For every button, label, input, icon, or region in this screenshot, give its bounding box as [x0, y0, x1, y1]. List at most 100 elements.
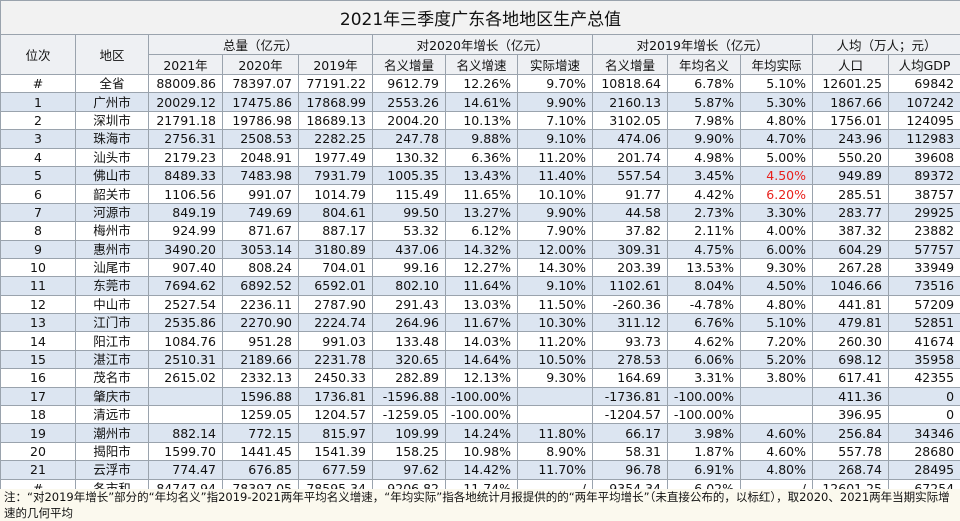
cell: 88009.86 — [148, 73, 223, 94]
rank-cell: 5 — [0, 165, 76, 186]
cell: 0 — [887, 386, 960, 407]
cell: 9.90% — [667, 129, 741, 149]
cell: 2179.23 — [148, 147, 223, 167]
cell: 78397.07 — [222, 73, 299, 94]
cell: 6.20% — [740, 184, 813, 204]
table-row: 7 河源市 849.19 749.69 804.61 99.50 13.27% 9.90% 44… — [0, 202, 960, 223]
cell: 53.32 — [372, 221, 446, 241]
cell: -260.36 — [592, 294, 668, 315]
cell: 698.12 — [812, 349, 889, 370]
cell: 2535.86 — [148, 313, 223, 333]
cell: 23882 — [887, 221, 960, 241]
cell: 11.20% — [517, 147, 593, 167]
region-cell: 中山市 — [75, 294, 149, 315]
cell: 11.20% — [517, 331, 593, 351]
cell: 1046.66 — [812, 276, 889, 296]
cell: 13.03% — [445, 294, 518, 315]
cell: 2282.25 — [298, 129, 373, 149]
cell: 14.03% — [445, 331, 518, 351]
table-row: 21 云浮市 774.47 676.85 677.59 97.62 14.42% 11.70%… — [0, 460, 960, 480]
region-cell: 云浮市 — [75, 460, 149, 480]
cell: 6.78% — [667, 73, 741, 94]
cell: 3053.14 — [222, 239, 299, 259]
cell: 73516 — [887, 276, 960, 296]
cell: 5.30% — [740, 92, 813, 112]
rank-cell: 9 — [0, 239, 76, 259]
cell: 133.48 — [372, 331, 446, 351]
rank-cell: 7 — [0, 202, 76, 223]
cell: 991.03 — [298, 331, 373, 351]
cell: 17475.86 — [222, 92, 299, 112]
cell: 5.10% — [740, 313, 813, 333]
cell: 35958 — [887, 349, 960, 370]
table-row: 6 韶关市 1106.56 991.07 1014.79 115.49 11.65% 10.1… — [0, 184, 960, 204]
cell: 39608 — [887, 147, 960, 167]
cell: 907.40 — [148, 257, 223, 278]
region-cell: 珠海市 — [75, 129, 149, 149]
cell: 2553.26 — [372, 92, 446, 112]
cell: 4.80% — [740, 460, 813, 480]
cell: 19786.98 — [222, 110, 299, 131]
cell: 2510.31 — [148, 349, 223, 370]
table-row: 16 茂名市 2615.02 2332.13 2450.33 282.89 12.13% 9.… — [0, 368, 960, 388]
cell: 441.81 — [812, 294, 889, 315]
cell: -1736.81 — [592, 386, 668, 407]
cell: 2048.91 — [222, 147, 299, 167]
cell: 4.50% — [740, 276, 813, 296]
table-row: 15 湛江市 2510.31 2189.66 2231.78 320.65 14.64% 10… — [0, 349, 960, 370]
table-row: 8 梅州市 924.99 871.67 887.17 53.32 6.12% 7.90% 37.… — [0, 221, 960, 241]
cell: 8489.33 — [148, 165, 223, 186]
cell: 4.50% — [740, 165, 813, 186]
cell: 3490.20 — [148, 239, 223, 259]
cell: 4.80% — [740, 294, 813, 315]
header-group: 总量（亿元） — [148, 34, 373, 55]
cell: 11.80% — [517, 423, 593, 443]
empty-cell — [517, 405, 593, 425]
cell: 604.29 — [812, 239, 889, 259]
cell: 949.89 — [812, 165, 889, 186]
table-title: 2021年三季度广东各地地区生产总值 — [0, 0, 960, 35]
cell: 10.13% — [445, 110, 518, 131]
cell: 774.47 — [148, 460, 223, 480]
table-row: 10 汕尾市 907.40 808.24 704.01 99.16 12.27% 14.30%… — [0, 257, 960, 278]
cell: 99.50 — [372, 202, 446, 223]
header-sub: 名义增量 — [592, 54, 668, 75]
cell: 11.50% — [517, 294, 593, 315]
region-cell: 汕尾市 — [75, 257, 149, 278]
cell: 7.20% — [740, 331, 813, 351]
cell: 1867.66 — [812, 92, 889, 112]
table-row: 12 中山市 2527.54 2236.11 2787.90 291.43 13.03% 11… — [0, 294, 960, 315]
header-sub: 名义增速 — [445, 54, 518, 75]
cell: 2332.13 — [222, 368, 299, 388]
cell: 2.11% — [667, 221, 741, 241]
cell: -4.78% — [667, 294, 741, 315]
empty-cell — [740, 405, 813, 425]
region-cell: 梅州市 — [75, 221, 149, 241]
region-cell: 江门市 — [75, 313, 149, 333]
cell: 1106.56 — [148, 184, 223, 204]
region-cell: 茂名市 — [75, 368, 149, 388]
cell: 14.61% — [445, 92, 518, 112]
cell: 130.32 — [372, 147, 446, 167]
cell: 164.69 — [592, 368, 668, 388]
cell: 10.10% — [517, 184, 593, 204]
cell: 2160.13 — [592, 92, 668, 112]
cell: 9.10% — [517, 129, 593, 149]
cell: 9.90% — [517, 202, 593, 223]
cell: 387.32 — [812, 221, 889, 241]
table-row: 4 汕头市 2179.23 2048.91 1977.49 130.32 6.36% 11.2… — [0, 147, 960, 167]
header-sub: 2019年 — [298, 54, 373, 75]
cell: 282.89 — [372, 368, 446, 388]
rank-cell: 14 — [0, 331, 76, 351]
cell: 109.99 — [372, 423, 446, 443]
region-cell: 韶关市 — [75, 184, 149, 204]
cell: 1599.70 — [148, 441, 223, 462]
cell: 4.70% — [740, 129, 813, 149]
table-row: 13 江门市 2535.86 2270.90 2224.74 264.96 11.67% 10… — [0, 313, 960, 333]
region-cell: 东莞市 — [75, 276, 149, 296]
cell: 264.96 — [372, 313, 446, 333]
cell: 9.88% — [445, 129, 518, 149]
cell: 882.14 — [148, 423, 223, 443]
cell: 1.87% — [667, 441, 741, 462]
